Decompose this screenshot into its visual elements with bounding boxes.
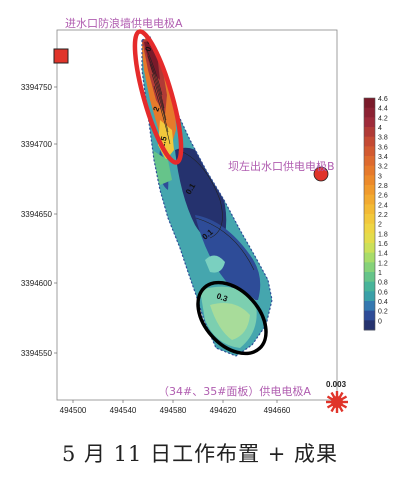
- electrode-b-circle: [313, 166, 329, 182]
- colorbar-tick-label: 2: [378, 222, 382, 229]
- x-tick-label: 494500: [60, 406, 87, 415]
- colorbar-swatch: [364, 156, 375, 167]
- colorbar-swatch: [364, 262, 375, 273]
- colorbar-tick-label: 1.2: [378, 260, 388, 267]
- colorbar-swatch: [364, 127, 375, 138]
- colorbar-tick-label: 4.6: [378, 96, 388, 103]
- x-tick-label: 494660: [264, 406, 291, 415]
- colorbar-tick-label: 3.6: [378, 144, 388, 151]
- contour-field: [142, 37, 272, 356]
- colorbar-tick-label: 0: [378, 318, 382, 325]
- electrode-gear-marker: [326, 391, 348, 413]
- colorbar-tick-label: 1: [378, 270, 382, 277]
- gear-spike: [342, 400, 348, 404]
- electrode-a2-label: （34#、35#面板）供电电极A: [158, 384, 311, 398]
- x-axis: 494500 494540 494580 494620 494660: [60, 400, 291, 415]
- colorbar-swatch: [364, 320, 375, 331]
- colorbar-swatch: [364, 281, 375, 292]
- colorbar-tick-label: 4: [378, 125, 382, 132]
- plot-frame: [56, 29, 338, 401]
- colorbar-tick-label: 1.4: [378, 251, 388, 258]
- colorbar-tick-label: 0.8: [378, 280, 388, 287]
- black-highlight-ellipse: [196, 280, 268, 356]
- colorbar-tick-label: 2.8: [378, 183, 388, 190]
- colorbar-tick-label: 1.8: [378, 231, 388, 238]
- contour-label: 1.5: [157, 135, 169, 149]
- colorbar-swatch: [364, 310, 375, 321]
- colorbar-swatch: [364, 214, 375, 225]
- gear-spike: [335, 391, 339, 397]
- colorbar-tick-label: 0.4: [378, 299, 388, 306]
- x-tick-label: 494540: [110, 406, 137, 415]
- contour-label: 2: [151, 105, 161, 113]
- colorbar-swatch: [364, 165, 375, 176]
- colorbar-tick-label: 2.4: [378, 202, 388, 209]
- colorbar-swatch: [364, 146, 375, 157]
- electrode-value-label: 0.003: [326, 380, 347, 389]
- electrode-a-square: [53, 48, 69, 64]
- colorbar-swatch: [364, 243, 375, 254]
- colorbar-swatch: [364, 136, 375, 147]
- colorbar-tick-label: 2.6: [378, 193, 388, 200]
- colorbar-swatch: [364, 233, 375, 244]
- colorbar-swatch: [364, 291, 375, 302]
- colorbar-swatch: [364, 272, 375, 283]
- colorbar-tick-label: 1.6: [378, 241, 388, 248]
- colorbar-tick-label: 4.2: [378, 115, 388, 122]
- gear-spike: [326, 400, 332, 404]
- electrode-b-label: 坝左出水口供电电极B: [228, 159, 335, 173]
- x-tick-label: 494620: [210, 406, 237, 415]
- y-tick-label: 3394600: [21, 279, 53, 288]
- colorbar-swatch: [364, 223, 375, 234]
- electrode-a-label: 进水口防浪墙供电电极A: [65, 16, 183, 30]
- colorbar-swatch: [364, 194, 375, 205]
- colorbar-swatch: [364, 252, 375, 263]
- colorbar-tick-label: 3.8: [378, 135, 388, 142]
- colorbar-frame: [363, 97, 376, 331]
- colorbar-swatch: [364, 107, 375, 118]
- red-highlight-ellipse: [132, 29, 184, 165]
- colorbar-tick-label: 3.4: [378, 154, 388, 161]
- colorbar-swatch: [364, 204, 375, 215]
- y-tick-label: 3394550: [21, 349, 53, 358]
- figure-caption: 5 月 11 日工作布置 + 成果: [61, 442, 339, 466]
- colorbar-tick-label: 0.2: [378, 309, 388, 316]
- colorbar-swatch: [364, 301, 375, 312]
- y-tick-label: 3394700: [21, 140, 53, 149]
- colorbar-swatch: [364, 185, 375, 196]
- colorbar-swatch: [364, 175, 375, 186]
- colorbar-swatch: [364, 117, 375, 128]
- colorbar-swatch: [364, 98, 375, 109]
- colorbar-tick-label: 4.4: [378, 106, 388, 113]
- colorbar-tick-label: 3: [378, 173, 382, 180]
- colorbar: 4.6 4.4 4.2 4 3.8 3.6 3.4 3.2 3 2.8 2.6 2.4 2.2 2 1.8 1…: [363, 96, 388, 331]
- y-tick-label: 3394650: [21, 210, 53, 219]
- y-tick-label: 3394750: [21, 83, 53, 92]
- colorbar-tick-label: 3.2: [378, 164, 388, 171]
- gear-spike: [335, 407, 339, 413]
- colorbar-tick-label: 0.6: [378, 289, 388, 296]
- colorbar-tick-label: 2.2: [378, 212, 388, 219]
- contour-label: 0.3: [215, 291, 229, 303]
- y-axis: 3394750 3394700 3394650 3394600 3394550: [21, 83, 57, 358]
- x-tick-label: 494580: [160, 406, 187, 415]
